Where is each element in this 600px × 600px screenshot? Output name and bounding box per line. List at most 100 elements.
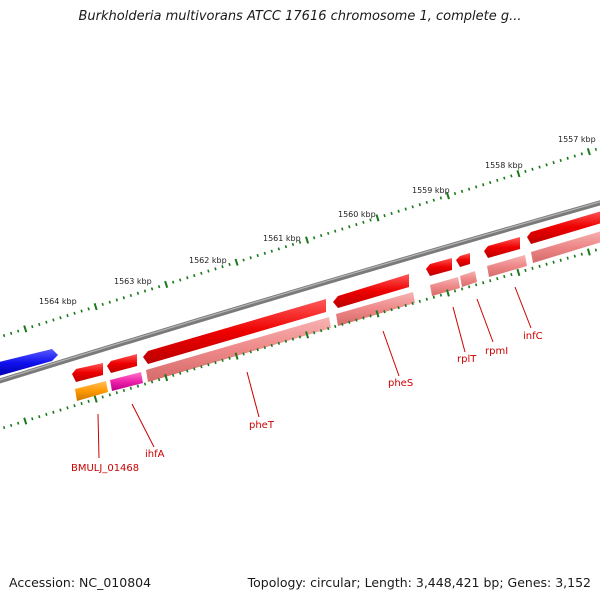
major-tick — [586, 148, 591, 156]
cds-rpmi[interactable] — [456, 253, 470, 267]
major-tick — [516, 268, 521, 277]
minor-tick — [179, 371, 182, 375]
minor-tick — [573, 154, 576, 158]
minor-tick — [453, 191, 457, 196]
minor-tick — [362, 316, 365, 320]
minor-tick — [228, 262, 231, 267]
minor-tick — [580, 252, 583, 256]
bar-rplt[interactable] — [430, 277, 460, 296]
minor-tick — [439, 293, 443, 297]
bar-phes[interactable] — [336, 292, 415, 326]
minor-tick — [270, 343, 273, 348]
minor-tick — [101, 395, 104, 399]
minor-tick — [474, 185, 478, 189]
minor-tick — [172, 280, 175, 284]
minor-tick — [2, 333, 6, 338]
inner-tick-ruler — [2, 248, 598, 430]
cds-next[interactable] — [527, 210, 600, 244]
minor-tick — [136, 384, 140, 388]
major-tick — [586, 248, 591, 256]
minor-tick — [531, 167, 534, 171]
minor-tick — [73, 404, 76, 408]
minor-tick — [355, 222, 358, 227]
minor-tick — [334, 229, 337, 233]
leader-rplt — [452, 306, 466, 353]
minor-tick — [66, 406, 69, 410]
minor-tick — [348, 225, 351, 229]
minor-tick — [87, 399, 90, 403]
major-tick — [23, 417, 28, 425]
minor-tick — [52, 410, 55, 414]
minor-tick — [552, 161, 555, 165]
minor-tick — [594, 147, 598, 151]
minor-tick — [482, 183, 485, 187]
ruler-label-1561: 1561 kbp — [263, 234, 301, 243]
minor-tick — [263, 346, 266, 350]
map-title: Burkholderia multivorans ATCC 17616 chro… — [78, 9, 522, 24]
minor-tick — [31, 325, 34, 329]
minor-tick — [129, 293, 133, 298]
minor-tick — [425, 297, 428, 301]
minor-tick — [312, 236, 316, 240]
major-tick — [164, 373, 169, 382]
chromosome-backbone — [0, 200, 600, 384]
minor-tick — [73, 311, 76, 315]
cds-infc[interactable] — [484, 237, 520, 258]
minor-tick — [122, 296, 126, 300]
minor-tick — [193, 273, 196, 278]
minor-tick — [510, 174, 513, 178]
blue-feature[interactable] — [0, 349, 58, 377]
bar-rpmi[interactable] — [460, 271, 477, 287]
minor-tick — [80, 309, 83, 313]
cds-phes[interactable] — [333, 274, 409, 308]
minor-tick — [545, 163, 548, 167]
minor-tick — [573, 254, 576, 258]
minor-tick — [362, 220, 365, 224]
bar-next[interactable] — [531, 230, 600, 263]
bar-infc[interactable] — [487, 255, 527, 277]
minor-tick — [207, 363, 210, 367]
gene-label-phes: pheS — [388, 378, 413, 389]
minor-tick — [186, 276, 189, 280]
minor-tick — [411, 205, 414, 209]
ruler-label-1558: 1558 kbp — [485, 161, 523, 170]
minor-tick — [242, 352, 245, 356]
gene-label-bmulj-01468: BMULJ_01468 — [71, 463, 139, 474]
minor-tick — [489, 279, 492, 283]
bar-ihfa[interactable] — [110, 372, 143, 391]
minor-tick — [496, 277, 499, 281]
minor-tick — [186, 369, 189, 373]
minor-tick — [59, 316, 62, 320]
cds-bmulj-01468[interactable] — [72, 363, 103, 382]
minor-tick — [467, 285, 471, 289]
minor-tick — [341, 227, 344, 231]
cds-ihfa[interactable] — [107, 354, 137, 373]
minor-tick — [284, 339, 288, 343]
minor-tick — [38, 415, 41, 419]
minor-tick — [129, 386, 133, 390]
bar-phet[interactable] — [146, 317, 331, 382]
minor-tick — [460, 287, 464, 291]
leader-bmulj-01468 — [97, 413, 100, 459]
minor-tick — [143, 289, 147, 293]
minor-tick — [31, 417, 34, 421]
minor-tick — [580, 152, 583, 156]
gene-label-rpmi: rpmI — [485, 346, 508, 357]
leader-phes — [382, 330, 400, 377]
leader-phet — [246, 371, 260, 418]
minor-tick — [284, 245, 288, 249]
cds-rplt[interactable] — [426, 258, 452, 276]
minor-tick — [101, 302, 104, 306]
minor-tick — [439, 196, 443, 200]
minor-tick — [418, 203, 421, 207]
gene-label-rplt: rplT — [457, 354, 477, 365]
minor-tick — [341, 322, 344, 326]
leader-rpmi — [476, 298, 494, 343]
minor-tick — [157, 378, 161, 382]
cds-phet[interactable] — [143, 299, 326, 364]
bar-bmulj-01468[interactable] — [75, 381, 108, 401]
minor-tick — [404, 303, 407, 308]
minor-tick — [482, 281, 485, 285]
leader-infc — [514, 286, 532, 329]
leader-ihfa — [131, 403, 155, 448]
